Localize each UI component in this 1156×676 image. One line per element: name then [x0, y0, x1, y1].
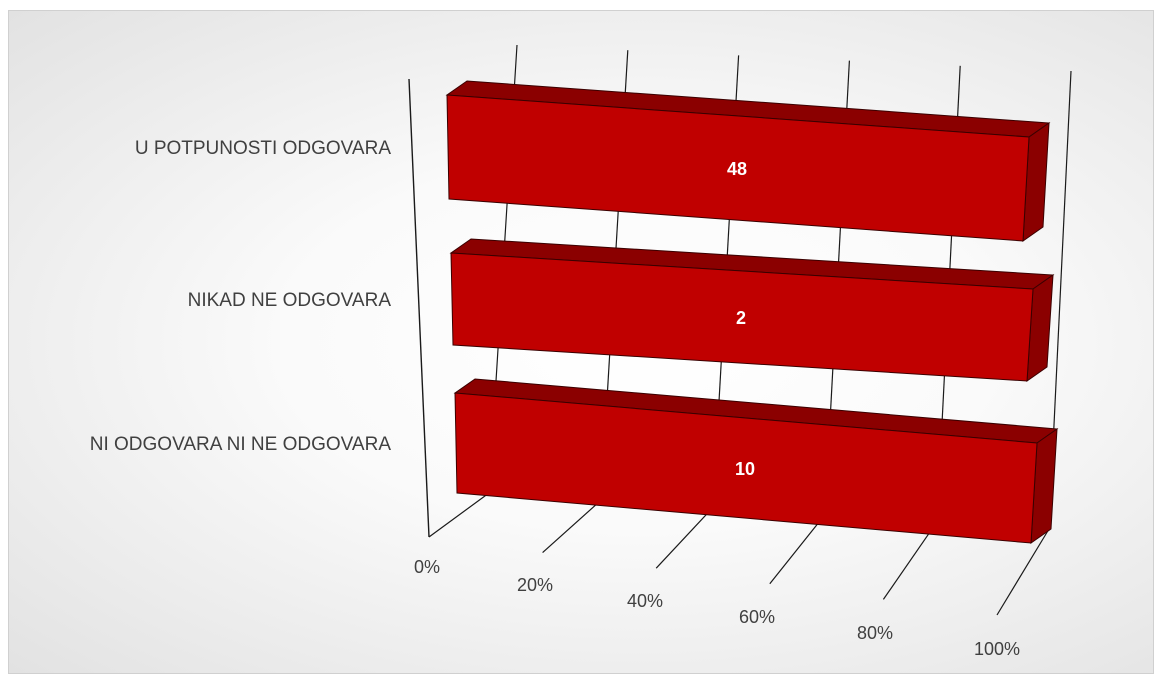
category-label: U POTPUNOSTI ODGOVARA	[135, 138, 392, 159]
floor-gridline	[996, 528, 1050, 616]
floor-gridline	[655, 506, 714, 569]
data-label: 10	[735, 459, 755, 479]
x-tick-label: 0%	[414, 557, 440, 577]
floor-gridline	[428, 492, 490, 538]
bar	[446, 94, 1030, 242]
x-tick-label: 40%	[627, 591, 663, 611]
left-wall-line	[408, 78, 430, 538]
chart-svg: 48 U POTPUNOSTI ODGOVARA 2 NIKAD NE ODGOVAR…	[90, 44, 1072, 659]
x-tick-label: 60%	[739, 607, 775, 627]
x-tick-label: 100%	[974, 639, 1020, 659]
chart-area: 48 U POTPUNOSTI ODGOVARA 2 NIKAD NE ODGOVAR…	[8, 10, 1154, 674]
floor-gridline	[769, 514, 826, 585]
category-label: NIKAD NE ODGOVARA	[188, 290, 392, 311]
category-label: NI ODGOVARA NI NE ODGOVARA	[90, 434, 392, 455]
bar	[450, 252, 1034, 382]
x-tick-label: 20%	[517, 575, 553, 595]
labels: 48 U POTPUNOSTI ODGOVARA 2 NIKAD NE ODGOVAR…	[90, 138, 1020, 659]
data-label: 48	[727, 159, 747, 179]
data-label: 2	[736, 308, 746, 328]
floor-gridline	[542, 499, 602, 554]
x-tick-label: 80%	[857, 623, 893, 643]
bar	[454, 392, 1038, 544]
floor-gridline	[882, 521, 938, 600]
bars	[445, 80, 1059, 545]
